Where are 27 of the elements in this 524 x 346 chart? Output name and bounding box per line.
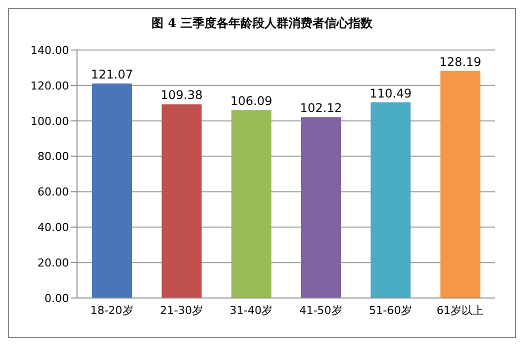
bar <box>92 84 132 298</box>
bar <box>162 104 202 298</box>
y-tick-label: 80.00 <box>38 150 69 164</box>
data-label: 102.12 <box>300 101 342 116</box>
data-label: 110.49 <box>370 86 412 100</box>
x-tick-label: 41-50岁 <box>299 304 342 317</box>
data-label: 106.09 <box>230 94 272 108</box>
y-tick-label: 60.00 <box>38 186 69 199</box>
x-tick-label: 61岁以上 <box>436 304 484 317</box>
y-tick-label: 140.00 <box>30 44 69 57</box>
y-tick-label: 40.00 <box>38 221 69 234</box>
x-tick-label: 51-60岁 <box>369 304 412 317</box>
data-label: 128.19 <box>439 54 482 69</box>
x-tick-label: 18-20岁 <box>90 304 134 317</box>
x-tick-label: 21-30岁 <box>160 304 203 317</box>
bar <box>440 70 480 298</box>
bar <box>370 102 411 298</box>
y-tick-label: 20.00 <box>38 256 69 270</box>
bar <box>231 110 272 298</box>
data-label: 121.07 <box>91 68 133 82</box>
x-tick-label: 31-40岁 <box>230 304 273 317</box>
y-tick-label: 100.00 <box>30 114 69 128</box>
data-label: 109.38 <box>160 88 203 102</box>
y-tick-label: 0.00 <box>44 292 69 305</box>
bar <box>301 117 341 298</box>
y-tick-label: 120.00 <box>30 79 69 92</box>
chart-title: 图 4 三季度各年龄段人群消费者信心指数 <box>150 15 374 32</box>
